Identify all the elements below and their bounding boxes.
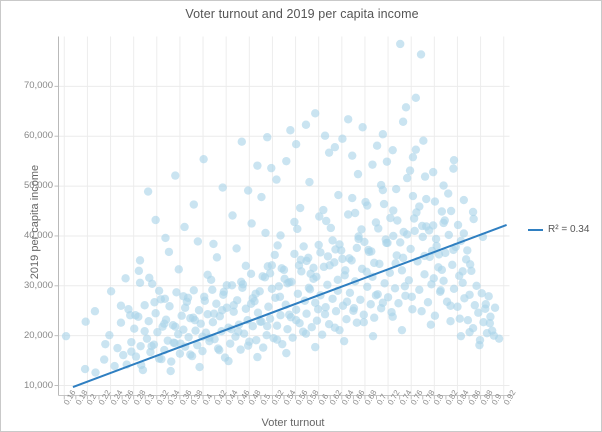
- trendline-swatch-icon: [528, 228, 543, 231]
- legend-item-label: R² = 0.34: [548, 224, 590, 235]
- y-tick-label: 40,000: [23, 229, 53, 241]
- y-tick-label: 10,000: [23, 379, 53, 391]
- legend: R² = 0.34: [528, 224, 589, 235]
- trend-line: [72, 224, 507, 388]
- y-tick-label: 60,000: [23, 130, 53, 142]
- y-tick-label: 70,000: [23, 80, 53, 92]
- y-tick-label: 30,000: [23, 279, 53, 291]
- scatter-points: [61, 39, 504, 377]
- axis-ticks: [54, 85, 505, 400]
- x-axis-label: Voter turnout: [261, 417, 325, 429]
- y-tick-label: 20,000: [23, 329, 53, 341]
- y-axis-label: 2019 per capita income: [29, 164, 41, 280]
- page-title: Voter turnout and 2019 per capita income: [185, 7, 419, 21]
- y-tick-label: 50,000: [23, 180, 53, 192]
